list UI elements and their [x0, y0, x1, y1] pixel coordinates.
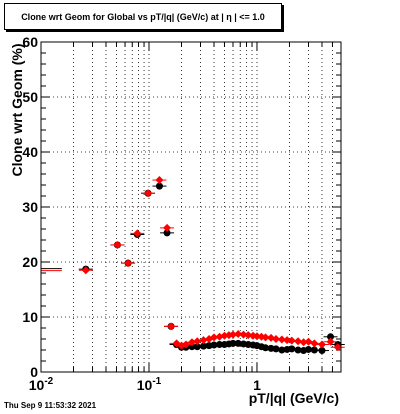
data-point — [310, 339, 319, 348]
data-point — [210, 341, 218, 349]
data-point — [81, 266, 90, 275]
data-point — [326, 337, 335, 346]
data-layer — [41, 176, 345, 355]
data-point — [234, 339, 242, 347]
data-point — [262, 344, 270, 352]
data-point — [310, 346, 318, 354]
data-point — [124, 259, 133, 268]
y-tick-label: 60 — [22, 34, 38, 50]
timestamp: Thu Sep 9 11:53:32 2021 — [4, 401, 97, 410]
y-tick-label: 0 — [30, 364, 38, 380]
data-point — [327, 333, 335, 341]
y-tick-label: 40 — [22, 144, 38, 160]
data-point — [200, 342, 208, 350]
x-tick-label: 1 — [253, 377, 261, 393]
data-point — [144, 189, 153, 198]
plot-background — [41, 42, 341, 372]
data-point — [193, 343, 201, 351]
data-point — [244, 331, 253, 340]
data-point — [278, 346, 286, 354]
data-point — [272, 345, 280, 353]
data-point — [299, 338, 308, 347]
data-point — [317, 340, 326, 349]
data-point — [209, 333, 218, 342]
data-point — [133, 229, 142, 238]
y-axis-label: Clone wrt Geom (%) — [9, 43, 25, 177]
data-point — [199, 336, 208, 345]
data-point — [155, 182, 163, 190]
data-point — [304, 345, 312, 353]
data-point — [294, 337, 303, 346]
data-point — [155, 176, 164, 185]
data-point — [193, 337, 202, 346]
y-tick-label: 10 — [22, 309, 38, 325]
data-point — [167, 322, 176, 331]
data-point — [277, 335, 286, 344]
y-tick-label: 30 — [22, 199, 38, 215]
data-point — [271, 335, 280, 343]
y-tick-label: 20 — [22, 254, 38, 270]
data-point — [283, 336, 292, 345]
axis-layer: 0 10 20 30 40 50 60 10-2 10-1 1 — [22, 34, 342, 393]
data-point — [163, 229, 171, 237]
x-axis-label: pT/|q| (GeV/c) — [248, 390, 339, 406]
x-tick-label: 10-1 — [137, 376, 162, 393]
data-point — [333, 343, 342, 352]
chart-title-box: Clone wrt Geom for Global vs pT/|q| (GeV… — [4, 3, 282, 30]
data-point — [187, 338, 196, 347]
data-point — [239, 330, 248, 339]
data-point — [261, 333, 270, 342]
data-point — [318, 347, 326, 355]
data-point — [287, 336, 296, 345]
data-point — [163, 223, 172, 232]
y-tick-label: 50 — [22, 89, 38, 105]
data-point — [113, 240, 122, 249]
chart-title: Clone wrt Geom for Global vs pT/|q| (GeV… — [21, 11, 265, 22]
data-point — [234, 330, 243, 339]
data-point — [229, 330, 238, 339]
plot-frame — [40, 41, 342, 373]
data-point — [294, 346, 302, 354]
x-tick-label: 10-2 — [29, 376, 54, 393]
data-point — [288, 345, 296, 353]
